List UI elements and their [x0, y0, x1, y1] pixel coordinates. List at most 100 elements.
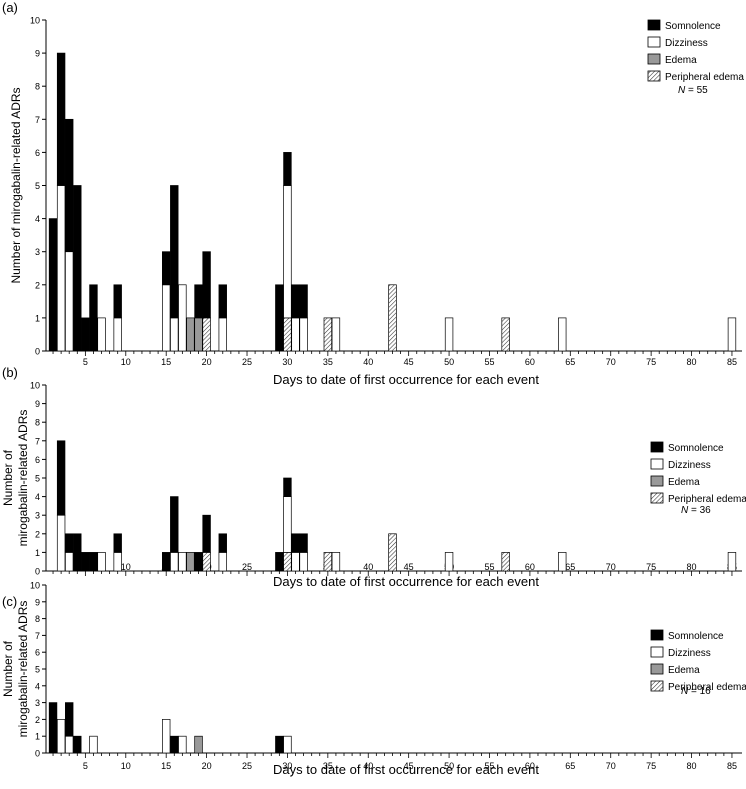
x-tick-label: 65	[565, 761, 575, 771]
y-tick-label: 5	[35, 181, 40, 191]
y-tick-label: 7	[35, 115, 40, 125]
y-tick-label: 3	[35, 698, 40, 708]
x-tick-label: 60	[525, 761, 535, 771]
y-tick-label: 6	[35, 648, 40, 658]
bar-day-17-dizziness	[178, 735, 187, 754]
bar-day-30-somnolence	[283, 477, 292, 497]
bar-day-3-somnolence	[65, 533, 74, 553]
y-tick-label: 2	[35, 715, 40, 725]
y-tick-label: 8	[35, 418, 40, 428]
y-tick-label: 6	[35, 148, 40, 158]
y-tick-label: 9	[35, 49, 40, 59]
legend-label-peripheral-edema: Peripheral edema	[665, 72, 744, 83]
x-tick-label: 70	[606, 562, 616, 572]
bar-day-30-somnolence	[283, 152, 292, 186]
bar-day-64-dizziness	[558, 317, 567, 352]
x-tick-label: 45	[404, 562, 414, 572]
y-tick-label: 1	[35, 313, 40, 323]
y-tick-label: 7	[35, 436, 40, 446]
x-tick-label: 45	[404, 357, 414, 367]
bar-day-30-peripheral-edema	[283, 317, 292, 352]
x-tick-label: 5	[83, 357, 88, 367]
bar-day-32-dizziness	[299, 317, 308, 352]
y-axis-label: Number of mirogabalin-related ADRs	[9, 87, 23, 283]
x-tick-label: 35	[323, 357, 333, 367]
n-label-value: = 16	[691, 686, 711, 697]
panel-label: (b)	[2, 365, 18, 380]
bar-day-9-somnolence	[113, 284, 122, 319]
n-label-prefix: N	[681, 505, 689, 516]
bar-day-5-somnolence	[81, 317, 90, 352]
legend-label-edema: Edema	[668, 665, 700, 676]
bar-day-22-dizziness	[218, 552, 227, 572]
x-tick-label: 15	[161, 357, 171, 367]
legend-swatch-somnolence	[650, 629, 664, 641]
bar-day-15-somnolence	[162, 552, 171, 572]
panel-c: (c) Number of mirogabalin-related ADRs 0 1 2 3…	[1, 581, 746, 778]
bar-day-15-dizziness	[162, 719, 171, 754]
bar-day-17-dizziness	[178, 284, 187, 352]
x-tick-label: 40	[363, 562, 373, 572]
bar-day-3-dizziness	[65, 251, 74, 352]
legend-label-dizziness: Dizziness	[668, 648, 711, 659]
x-axis-label: Days to date of first occurrence for eac…	[273, 574, 539, 589]
bar-day-2-dizziness	[56, 514, 66, 572]
x-tick-label: 65	[565, 357, 575, 367]
legend-label-dizziness: Dizziness	[665, 38, 708, 49]
x-tick-label: 35	[323, 761, 333, 771]
legend-swatch-somnolence	[650, 441, 664, 453]
bar-day-19-edema	[194, 735, 203, 754]
x-tick-label: 30	[282, 761, 292, 771]
x-tick-label: 20	[202, 761, 212, 771]
bar-day-16-somnolence	[170, 185, 179, 319]
bar-day-16-dizziness	[170, 317, 179, 352]
y-tick-label: 5	[35, 665, 40, 675]
x-axis-label: Days to date of first occurrence for eac…	[273, 372, 539, 387]
x-tick-label: 45	[404, 761, 414, 771]
x-tick-label: 55	[484, 562, 494, 572]
y-tick-label: 7	[35, 631, 40, 641]
x-tick-label: 75	[646, 562, 656, 572]
x-tick-label: 25	[242, 761, 252, 771]
bar-day-15-somnolence	[162, 251, 171, 286]
y-tick-label: 0	[35, 347, 40, 357]
legend-label-somnolence: Somnolence	[665, 21, 721, 32]
bar-day-3-somnolence	[65, 118, 74, 253]
y-axis-label: mirogabalin-related ADRs	[16, 601, 30, 738]
bar-day-1-somnolence	[48, 218, 58, 352]
legend-swatch-peripheral-edema	[650, 680, 664, 692]
x-tick-label: 75	[646, 761, 656, 771]
x-tick-label: 30	[282, 357, 292, 367]
y-tick-label: 0	[35, 567, 40, 577]
y-tick-label: 8	[35, 82, 40, 92]
x-tick-label: 80	[687, 562, 697, 572]
legend-swatch-peripheral-edema	[650, 492, 664, 504]
bar-day-36-dizziness	[331, 317, 341, 352]
n-label-prefix: N	[678, 85, 686, 96]
x-tick-label: 25	[242, 357, 252, 367]
bar-day-18-edema	[186, 552, 195, 572]
bar-day-1-somnolence	[48, 702, 58, 754]
bar-day-2-dizziness	[56, 719, 66, 754]
legend-swatch-dizziness	[650, 646, 664, 658]
bar-day-17-dizziness	[178, 552, 187, 572]
x-tick-label: 80	[687, 761, 697, 771]
bar-day-9-dizziness	[113, 552, 122, 572]
bar-day-7-dizziness	[97, 317, 106, 352]
bar-day-19-somnolence	[194, 284, 203, 319]
bar-day-20-somnolence	[202, 251, 211, 319]
bar-day-19-edema	[194, 317, 203, 352]
bar-day-19-somnolence	[194, 552, 203, 572]
bar-day-50-dizziness	[444, 317, 454, 352]
y-tick-label: 10	[30, 581, 40, 591]
bar-day-9-somnolence	[113, 533, 122, 553]
y-axis-label: Number of	[1, 640, 15, 697]
y-tick-label: 4	[35, 681, 40, 691]
bar-day-31-somnolence	[291, 284, 300, 319]
legend-label-peripheral-edema: Peripheral edema	[668, 494, 746, 505]
y-tick-label: 6	[35, 455, 40, 465]
x-tick-label: 85	[727, 761, 737, 771]
panel-label: (c)	[2, 594, 17, 609]
x-tick-label: 40	[363, 761, 373, 771]
x-axis-label: Days to date of first occurrence for eac…	[273, 762, 539, 777]
